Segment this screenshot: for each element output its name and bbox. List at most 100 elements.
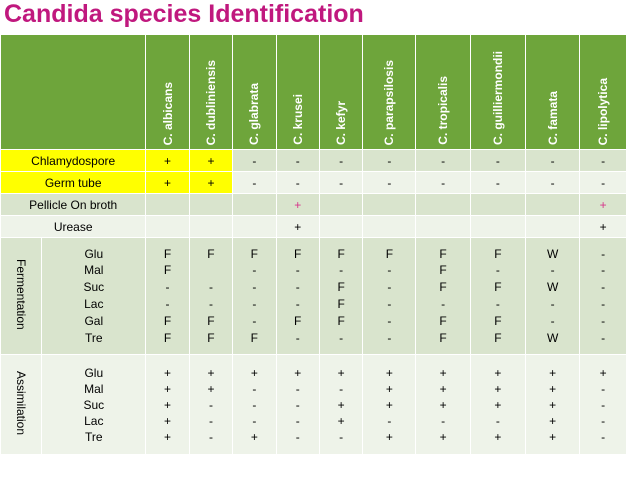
fermentation-value: -	[441, 297, 446, 311]
assimilation-cell: + + + - +	[415, 354, 471, 455]
assimilation-value: -	[252, 381, 257, 396]
fermentation-value: F	[337, 246, 345, 261]
fermentation-value: F	[337, 313, 345, 328]
table-cell	[362, 215, 417, 238]
fermentation-value: F	[250, 330, 258, 345]
fermentation-results: F - - - - -	[364, 246, 415, 347]
fermentation-cell: - - - - - -	[579, 237, 627, 355]
assimilation-value: +	[494, 381, 502, 396]
assimilation-sugars: Glu Mal Suc Lac Tre	[41, 354, 147, 455]
assimilation-value: -	[387, 413, 392, 428]
fermentation-value: F	[294, 246, 302, 261]
table-cell: -	[469, 171, 527, 194]
sugar-label: Mal	[84, 381, 104, 396]
fermentation-value: F	[439, 280, 447, 295]
assimilation-cell: + + + - +	[362, 354, 417, 455]
assimilation-value: +	[599, 365, 607, 380]
assimilation-value: +	[439, 429, 447, 444]
assimilation-cell: + + + - +	[469, 354, 527, 455]
fermentation-value: F	[163, 263, 172, 278]
sugar-label: Lac	[84, 297, 104, 311]
table-cell	[232, 193, 277, 216]
fermentation-value: -	[387, 313, 392, 328]
species-header: C. albicans	[145, 34, 190, 150]
table-cell	[469, 193, 527, 216]
assimilation-value: +	[549, 397, 557, 412]
fermentation-value: -	[601, 263, 606, 278]
table-cell: -	[318, 171, 364, 194]
assimilation-results: + - + + -	[320, 365, 361, 445]
fermentation-value: -	[165, 297, 170, 311]
assimilation-value: +	[439, 365, 447, 380]
species-header: C. glabrata	[232, 34, 277, 150]
assimilation-value: +	[439, 381, 447, 396]
fermentation-cell: F - - - - -	[362, 237, 417, 355]
assimilation-cell: + - + + -	[318, 354, 364, 455]
sugar-list: Glu Mal Suc Lac Tre	[43, 365, 145, 445]
assimilation-value: -	[295, 429, 300, 444]
assimilation-value: -	[252, 397, 257, 412]
fermentation-value: -	[295, 330, 300, 345]
fermentation-value: -	[295, 263, 300, 278]
fermentation-value: -	[495, 297, 500, 311]
assimilation-cell: + + + + +	[145, 354, 190, 455]
table-cell	[232, 215, 277, 238]
table-cell: +	[275, 193, 320, 216]
fermentation-cell: W - W - - W	[525, 237, 581, 355]
assimilation-value: -	[601, 381, 606, 396]
assimilation-value: +	[385, 397, 393, 412]
assimilation-value: +	[439, 397, 447, 412]
table-cell: -	[232, 171, 277, 194]
table-cell: -	[232, 149, 277, 172]
species-header: C. tropicalis	[415, 34, 471, 150]
table-cell: +	[188, 171, 234, 194]
fermentation-value: F	[163, 330, 172, 345]
assimilation-value: -	[208, 397, 213, 412]
table-cell: -	[579, 171, 627, 194]
table-cell: +	[579, 215, 627, 238]
table-cell: -	[362, 171, 417, 194]
table-cell	[318, 215, 364, 238]
fermentation-results: - - - - - -	[581, 246, 626, 347]
assimilation-value: +	[164, 381, 172, 396]
fermentation-value: F	[250, 246, 258, 261]
fermentation-value	[190, 262, 231, 279]
fermentation-value: F	[207, 313, 215, 328]
assimilation-value: -	[295, 381, 300, 396]
fermentation-value: F	[385, 246, 394, 261]
assimilation-value: +	[207, 365, 215, 380]
fermentation-value: W	[546, 330, 559, 345]
table-cell	[188, 193, 234, 216]
fermentation-cell: F - - - - F	[232, 237, 277, 355]
fermentation-value: -	[252, 313, 257, 328]
fermentation-results: F - - - F -	[277, 246, 318, 347]
assimilation-value: -	[208, 413, 213, 428]
table-row: Chlamydospore + + - - - - - - - -	[0, 149, 627, 172]
table-cell: -	[415, 171, 471, 194]
row-label: Chlamydospore	[0, 149, 147, 172]
species-header: C. parapsilosis	[362, 34, 417, 150]
assimilation-value: +	[549, 365, 557, 380]
assimilation-value: -	[601, 397, 606, 412]
species-header: C. kefyr	[318, 34, 364, 150]
fermentation-value: -	[295, 280, 300, 295]
assimilation-value: +	[164, 429, 172, 444]
sugar-label: Glu	[84, 246, 104, 261]
fermentation-value: -	[601, 330, 606, 345]
sugar-label: Tre	[85, 429, 103, 444]
table-cell: +	[145, 149, 190, 172]
assimilation-value: +	[164, 397, 172, 412]
fermentation-value: -	[295, 297, 300, 311]
fermentation-value: F	[207, 330, 215, 345]
sugar-label: Suc	[83, 397, 105, 412]
assimilation-value: +	[164, 365, 172, 380]
header-corner	[0, 34, 147, 150]
species-header: C. dubliniensis	[188, 34, 234, 150]
assimilation-value: -	[339, 429, 344, 444]
table-cell	[145, 193, 190, 216]
species-header: C. famata	[525, 34, 581, 150]
